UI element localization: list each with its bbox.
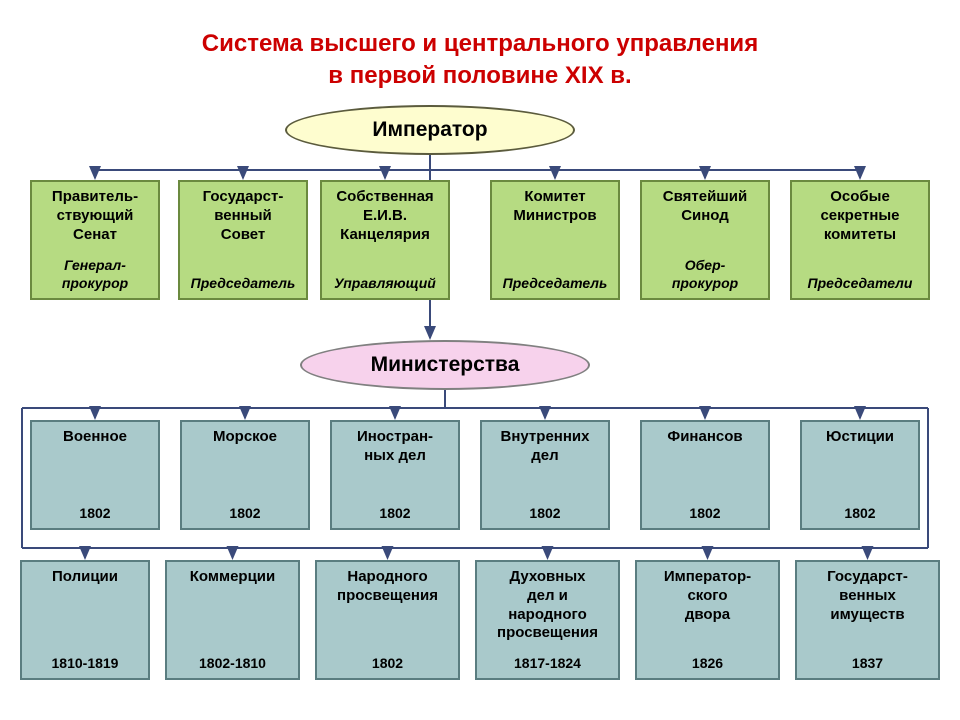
box-name: Морское — [213, 428, 277, 447]
box-subtitle: Управляющий — [334, 275, 436, 293]
authority-box: СвятейшийСинод Обер-прокурор — [640, 180, 770, 300]
ministry-row2-box: Император-скогодвора 1826 — [635, 560, 780, 680]
box-name: Полиции — [52, 568, 118, 587]
box-subtitle: Председатель — [191, 275, 296, 293]
box-name: Император-скогодвора — [664, 568, 751, 624]
ministry-row1-box: Иностран-ных дел 1802 — [330, 420, 460, 530]
authority-box: КомитетМинистров Председатель — [490, 180, 620, 300]
chart-title-line1: Система высшего и центрального управлени… — [0, 30, 960, 58]
box-subtitle: Обер-прокурор — [672, 257, 738, 292]
emperor-label: Император — [372, 118, 487, 142]
box-name: Юстиции — [826, 428, 894, 447]
box-subtitle: Генерал-прокурор — [62, 257, 128, 292]
ministry-row1-box: Морское 1802 — [180, 420, 310, 530]
box-name: Внутреннихдел — [501, 428, 590, 466]
ministry-row2-box: Коммерции 1802-1810 — [165, 560, 300, 680]
box-name: Иностран-ных дел — [357, 428, 433, 466]
box-name: Финансов — [667, 428, 742, 447]
ministry-row1-box: Юстиции 1802 — [800, 420, 920, 530]
authority-box: Государст-венныйСовет Председатель — [178, 180, 308, 300]
box-year: 1802 — [529, 505, 560, 523]
authority-box: Особыесекретныекомитеты Председатели — [790, 180, 930, 300]
authority-box: Правитель-ствующийСенат Генерал-прокурор — [30, 180, 160, 300]
ministry-row2-box: Народногопросвещения 1802 — [315, 560, 460, 680]
box-year: 1802 — [79, 505, 110, 523]
ministry-row1-box: Внутреннихдел 1802 — [480, 420, 610, 530]
box-name: Военное — [63, 428, 127, 447]
ministries-label: Министерства — [371, 353, 520, 377]
authority-box: СобственнаяЕ.И.В.Канцелярия Управляющий — [320, 180, 450, 300]
box-name: Правитель-ствующийСенат — [52, 188, 138, 244]
box-name: СобственнаяЕ.И.В.Канцелярия — [336, 188, 433, 244]
ministry-row2-box: Полиции 1810-1819 — [20, 560, 150, 680]
box-name: Особыесекретныекомитеты — [820, 188, 899, 244]
box-year: 1837 — [852, 655, 883, 673]
box-year: 1802 — [844, 505, 875, 523]
box-subtitle: Председатели — [808, 275, 913, 293]
box-subtitle: Председатель — [503, 275, 608, 293]
box-name: Народногопросвещения — [337, 568, 438, 606]
ministries-ellipse: Министерства — [300, 340, 590, 390]
ministry-row2-box: Государст-венныхимуществ 1837 — [795, 560, 940, 680]
chart-title-line2: в первой половине XIX в. — [0, 62, 960, 90]
box-name: Духовныхдел инародногопросвещения — [497, 568, 598, 643]
box-year: 1810-1819 — [52, 655, 119, 673]
box-year: 1802 — [689, 505, 720, 523]
box-name: СвятейшийСинод — [663, 188, 747, 226]
box-year: 1802 — [229, 505, 260, 523]
ministry-row2-box: Духовныхдел инародногопросвещения 1817-18… — [475, 560, 620, 680]
box-name: Государст-венныйСовет — [203, 188, 284, 244]
box-name: Государст-венныхимуществ — [827, 568, 908, 624]
box-name: Коммерции — [190, 568, 275, 587]
box-year: 1817-1824 — [514, 655, 581, 673]
box-name: КомитетМинистров — [513, 188, 596, 226]
box-year: 1802 — [379, 505, 410, 523]
box-year: 1802 — [372, 655, 403, 673]
ministry-row1-box: Финансов 1802 — [640, 420, 770, 530]
ministry-row1-box: Военное 1802 — [30, 420, 160, 530]
box-year: 1826 — [692, 655, 723, 673]
emperor-ellipse: Император — [285, 105, 575, 155]
box-year: 1802-1810 — [199, 655, 266, 673]
